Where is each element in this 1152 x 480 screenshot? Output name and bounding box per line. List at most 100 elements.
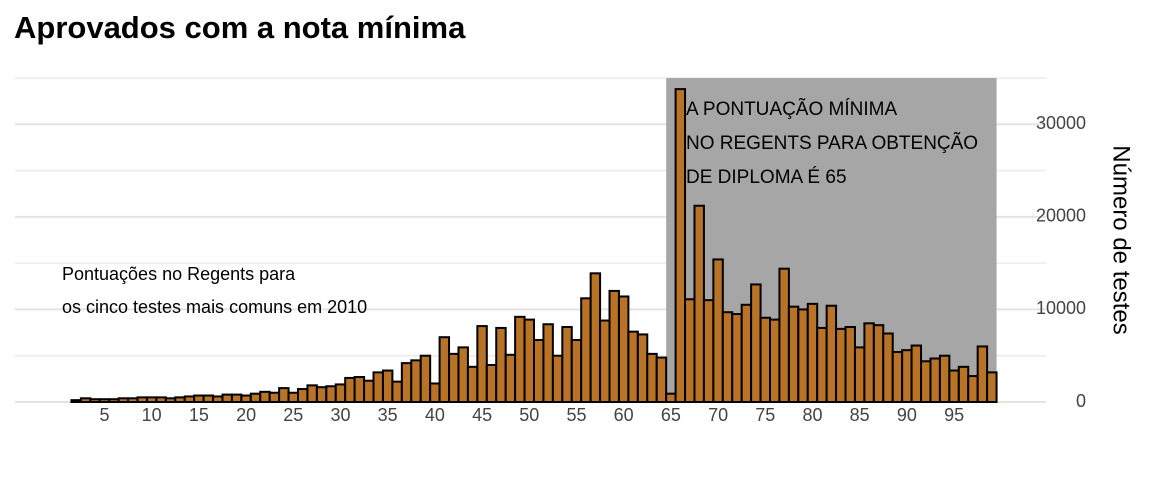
bar (391, 380, 403, 403)
x-tick-label: 30 (330, 405, 350, 425)
bar (438, 336, 451, 404)
bar (636, 333, 649, 403)
bar (957, 365, 970, 403)
bar (353, 376, 366, 403)
bar (938, 354, 951, 404)
bar (655, 356, 668, 403)
x-tick-label: 70 (708, 405, 728, 425)
x-tick-label: 20 (236, 405, 256, 425)
y-tick-label: 20000 (1036, 206, 1086, 226)
bar (712, 258, 724, 403)
bar (570, 338, 583, 403)
bar (268, 391, 281, 404)
y-tick-label: 30000 (1036, 113, 1086, 133)
bar (306, 384, 318, 403)
bar (249, 392, 262, 404)
bar (410, 359, 422, 404)
bar (778, 267, 790, 403)
bar (608, 289, 620, 403)
bar (287, 391, 299, 404)
bar (806, 302, 819, 404)
bar (948, 369, 960, 404)
y-axis-label: Número de testes (1108, 145, 1135, 334)
bar (825, 304, 838, 403)
bar (646, 352, 658, 403)
bar (315, 386, 328, 403)
chart-title: Aprovados com a nota mínima (14, 10, 466, 45)
bar (920, 360, 932, 404)
bar (797, 308, 809, 403)
bar (334, 383, 347, 404)
x-tick-label: 5 (99, 405, 109, 425)
bar (240, 394, 252, 403)
bar (561, 326, 573, 404)
bar (882, 332, 894, 403)
bar (580, 297, 592, 404)
bar (750, 283, 762, 404)
bar (891, 351, 904, 403)
bar (419, 354, 432, 404)
bar (466, 365, 479, 403)
x-tick-label: 90 (897, 405, 917, 425)
bar (400, 362, 413, 403)
bar (155, 396, 167, 404)
x-tick-label: 10 (142, 405, 162, 425)
bar (127, 397, 139, 404)
bar (202, 394, 215, 403)
bar (693, 204, 705, 403)
bar (684, 298, 696, 404)
bar (504, 353, 517, 404)
bar (372, 371, 384, 403)
bar (599, 319, 611, 403)
x-tick-label: 50 (519, 405, 539, 425)
bar (929, 357, 941, 403)
bar (183, 395, 196, 403)
bar (523, 318, 535, 403)
bar (485, 363, 498, 404)
x-tick-label: 45 (472, 405, 492, 425)
bar (193, 394, 205, 403)
x-tick-label: 60 (614, 405, 634, 425)
bar (457, 346, 469, 403)
bar (212, 395, 224, 403)
bar (117, 397, 130, 404)
bar (816, 326, 828, 404)
bar (665, 392, 677, 404)
annotation: Pontuações no Regents para (62, 264, 296, 284)
bar (901, 349, 913, 404)
annotation: os cinco testes mais comuns em 2010 (62, 297, 367, 317)
bar (70, 399, 82, 403)
x-tick-label: 65 (661, 405, 681, 425)
bar (136, 396, 148, 404)
bar (533, 338, 545, 403)
bar (325, 385, 337, 403)
bar (448, 352, 460, 403)
x-tick-label: 40 (425, 405, 445, 425)
bar (627, 330, 639, 404)
bar (297, 388, 309, 404)
bar (769, 318, 781, 403)
bar (872, 324, 885, 403)
bar (495, 326, 507, 404)
bar (259, 390, 271, 403)
bar (108, 398, 120, 404)
bar (551, 354, 564, 404)
bar (381, 369, 394, 404)
bar (835, 327, 847, 403)
bar (429, 382, 441, 404)
bar (278, 387, 290, 404)
x-tick-label: 85 (850, 405, 870, 425)
x-tick-label: 25 (283, 405, 303, 425)
bar (967, 375, 979, 403)
x-tick-label: 35 (378, 405, 398, 425)
bar (79, 397, 92, 404)
bar (476, 325, 488, 403)
bar (98, 398, 111, 404)
bar (740, 303, 753, 403)
bar (759, 316, 771, 404)
bar (617, 295, 630, 403)
bar (863, 322, 875, 404)
bar (702, 299, 715, 403)
bar (164, 397, 177, 404)
